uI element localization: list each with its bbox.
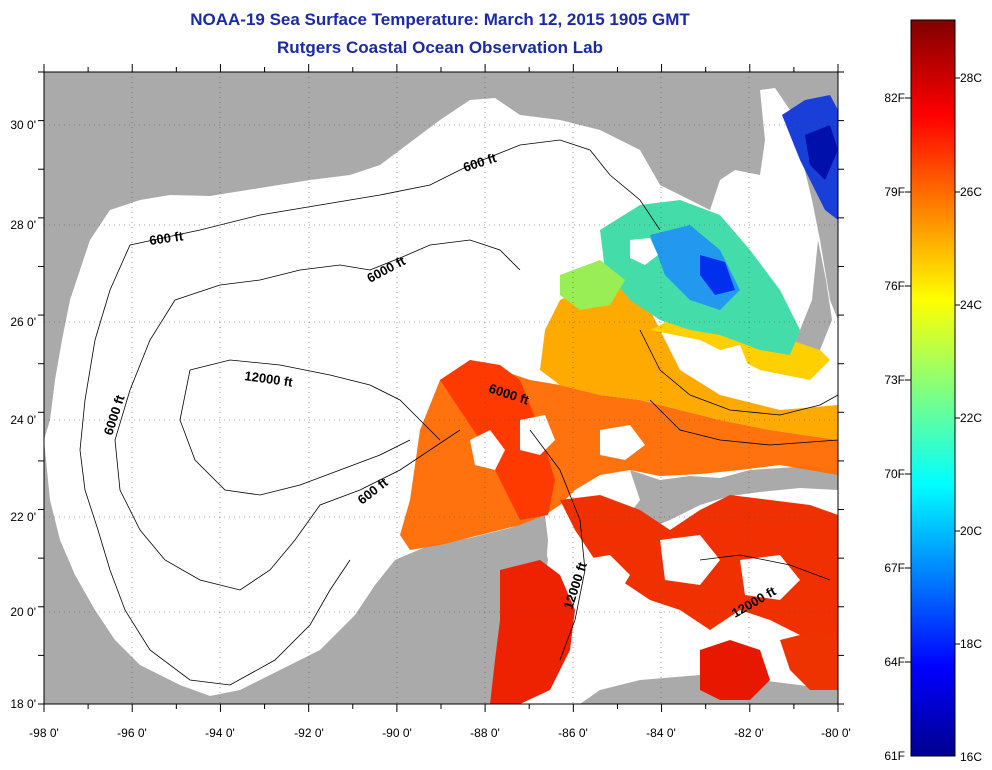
y-tick-label: 24 0' xyxy=(10,413,36,427)
y-tick-label: 20 0' xyxy=(10,605,36,619)
colorbar-label-c: 18C xyxy=(960,637,982,651)
y-tick-label: 26 0' xyxy=(10,315,36,329)
x-tick-label: -98 0' xyxy=(29,726,59,740)
x-axis-labels: -98 0' -96 0' -94 0' -92 0' -90 0' -88 0… xyxy=(29,726,851,740)
colorbar-label-f: 82F xyxy=(884,91,905,105)
axis-ticks xyxy=(38,64,844,712)
x-tick-label: -90 0' xyxy=(382,726,412,740)
colorbar-label-c: 24C xyxy=(960,298,982,312)
colorbar-label-c: 26C xyxy=(960,185,982,199)
x-tick-label: -82 0' xyxy=(734,726,764,740)
x-tick-label: -86 0' xyxy=(558,726,588,740)
colorbar-label-c: 22C xyxy=(960,411,982,425)
colorbar-label-f: 79F xyxy=(884,185,905,199)
y-tick-label: 18 0' xyxy=(10,697,36,711)
contour-label-600-west: 600 ft xyxy=(148,228,184,248)
y-tick-label: 28 0' xyxy=(10,218,36,232)
colorbar xyxy=(910,19,956,757)
y-axis-labels: 30 0' 28 0' 26 0' 24 0' 22 0' 20 0' 18 0… xyxy=(10,118,36,711)
bathymetry-contours xyxy=(79,139,838,686)
x-tick-label: -92 0' xyxy=(294,726,324,740)
colorbar-ticks xyxy=(905,77,960,663)
colorbar-label-c: 16C xyxy=(960,750,982,764)
x-tick-label: -84 0' xyxy=(646,726,676,740)
colorbar-label-c: 20C xyxy=(960,524,982,538)
colorbar-label-f: 64F xyxy=(884,655,905,669)
colorbar-label-f: 61F xyxy=(884,749,905,763)
colorbar-label-c: 28C xyxy=(960,71,982,85)
x-tick-label: -80 0' xyxy=(821,726,851,740)
contour-label-12000-center: 12000 ft xyxy=(244,368,295,390)
colorbar-label-f: 70F xyxy=(884,467,905,481)
map-subtitle: Rutgers Coastal Ocean Observation Lab xyxy=(277,38,603,57)
colorbar-label-f: 76F xyxy=(884,279,905,293)
y-tick-label: 30 0' xyxy=(10,118,36,132)
x-tick-label: -88 0' xyxy=(470,726,500,740)
colorbar-label-f: 67F xyxy=(884,561,905,575)
y-tick-label: 22 0' xyxy=(10,510,36,524)
colorbar-fahrenheit-labels: 82F 79F 76F 73F 70F 67F 64F 61F xyxy=(884,91,905,763)
sst-data xyxy=(400,95,838,704)
colorbar-celsius-labels: 28C 26C 24C 22C 20C 18C 16C xyxy=(960,71,982,764)
x-tick-label: -96 0' xyxy=(117,726,147,740)
map-title: NOAA-19 Sea Surface Temperature: March 1… xyxy=(190,10,690,29)
graticule xyxy=(44,72,838,704)
colorbar-label-f: 73F xyxy=(884,373,905,387)
x-tick-label: -94 0' xyxy=(205,726,235,740)
